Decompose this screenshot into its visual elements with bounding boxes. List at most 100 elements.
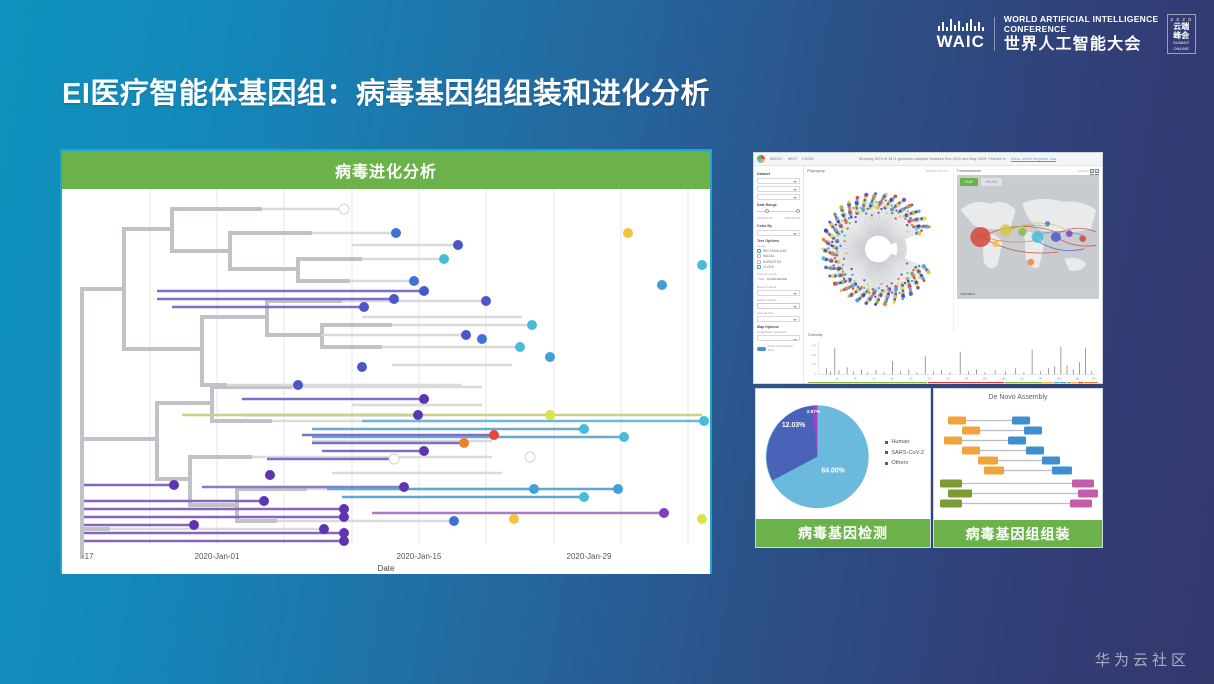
- waic-soundwave-icon: [937, 18, 984, 31]
- waic-logo: WAIC WORLD ARTIFICIAL INTELLIGENCE CONFE…: [937, 12, 1196, 56]
- pie-legend: Human SARS-CoV-2 Others: [885, 437, 924, 469]
- nextstrain-topbar-link[interactable]: china, united kingdom, usa: [1010, 157, 1057, 161]
- date-to-label: 2020-05-08: [784, 216, 800, 220]
- map-landmasses: [959, 198, 1096, 271]
- svg-text:6k: 6k: [873, 378, 876, 381]
- phylogeny-reset-layout[interactable]: RESET LAYOUT: [925, 169, 949, 173]
- assembly-read-segments: [940, 416, 1098, 508]
- x-tick-0: -17: [82, 552, 94, 561]
- footer-watermark: 华为云社区: [1094, 652, 1190, 669]
- second-tree-select[interactable]: [757, 315, 800, 322]
- waic-wordmark: WAIC: [936, 32, 985, 51]
- pause-button[interactable]: PAUSE: [980, 178, 1003, 186]
- de-novo-assembly-diagram: De Novo Assembly: [934, 389, 1102, 520]
- badge-cn-line1: 云端: [1173, 21, 1190, 31]
- tree-branches-backbone: [80, 207, 392, 559]
- transmissions-reset-zoom[interactable]: RESET ZOOM: [1078, 169, 1098, 173]
- badge-en-line1: SUMMIT: [1173, 41, 1190, 46]
- legend-item-others: Others: [885, 458, 924, 469]
- map-playback-controls: PLAY PAUSE: [959, 178, 1003, 186]
- play-button[interactable]: PLAY: [959, 178, 978, 186]
- x-axis-title: Date: [378, 564, 395, 573]
- pie-label-others: 3.97%: [806, 409, 821, 415]
- branch-length-time[interactable]: TIME: [757, 276, 765, 281]
- branch-length-label: Branch Length: [757, 271, 777, 276]
- nav-item-login[interactable]: LOGIN: [802, 157, 814, 161]
- svg-text:0.6: 0.6: [813, 344, 817, 348]
- virus-genome-assembly-panel: De Novo Assembly 病毒基因组组装: [933, 388, 1103, 548]
- layout-label-clock: CLOCK: [763, 264, 774, 269]
- sidebar-label-date-range: Date Range: [757, 202, 777, 207]
- transmissions-pane-title: Transmissions: [956, 169, 981, 173]
- transmission-nodes: [969, 221, 1086, 266]
- nextstrain-topbar-text: Showing 2874 of 3671 genomes sampled bet…: [858, 157, 1006, 161]
- radial-phylogeny-svg: [821, 192, 931, 307]
- sidebar-label-map-options: Map Options: [757, 324, 779, 329]
- legend-label-others: Others: [891, 460, 909, 467]
- legend-item-human: Human: [885, 437, 924, 448]
- badge-cn-line2: 峰会: [1173, 30, 1190, 40]
- svg-text:0.2: 0.2: [813, 362, 817, 366]
- dataset-select-ncov[interactable]: [757, 177, 800, 184]
- pie-slices: [765, 405, 869, 509]
- date-range-slider[interactable]: [757, 208, 800, 214]
- geo-resolution-label: Geographic resolution: [757, 330, 787, 335]
- svg-text:16k: 16k: [964, 378, 969, 381]
- waic-cn-name: 世界人工智能大会: [1003, 35, 1142, 53]
- svg-text:28k: 28k: [1075, 378, 1080, 381]
- nextstrain-sidebar: Dataset Date Range 2019-12-01 2020-05-08…: [754, 166, 804, 383]
- layout-option-clock[interactable]: CLOCK: [757, 264, 800, 269]
- nav-item-help[interactable]: HELP: [787, 157, 798, 161]
- unrooted-icon: [757, 259, 761, 264]
- tree-tips: [169, 203, 709, 546]
- virus-gene-detection-panel: 3.97% 12.03% 84.00% Human SARS-CoV-2 Oth…: [755, 388, 931, 548]
- search-strains-input[interactable]: [757, 302, 800, 309]
- legend-swatch-human: [885, 440, 889, 444]
- svg-text:18k: 18k: [983, 378, 988, 381]
- virus-evolution-panel: 病毒进化分析: [60, 149, 712, 574]
- transmission-lines-toggle[interactable]: [757, 346, 766, 351]
- svg-text:10k: 10k: [909, 378, 914, 381]
- diversity-bars: [826, 346, 1093, 375]
- phylogeny-pane-title: Phylogeny: [807, 169, 825, 173]
- assembly-connectors: [950, 419, 1082, 505]
- svg-text:8k: 8k: [891, 378, 894, 381]
- nextstrain-topbar: ABOUT HELP LOGIN Showing 2874 of 3671 ge…: [754, 153, 1102, 166]
- composition-pie-chart: 3.97% 12.03% 84.00% Human SARS-CoV-2 Oth…: [756, 389, 930, 519]
- waic-logomark: WAIC: [937, 18, 994, 50]
- svg-text:26k: 26k: [1057, 378, 1062, 381]
- legend-swatch-sars: [885, 451, 889, 455]
- pie-label-sars: 12.03%: [782, 422, 805, 429]
- dataset-search-input[interactable]: [757, 193, 800, 200]
- nav-item-about[interactable]: ABOUT: [770, 157, 783, 161]
- phylogeny-svg: -17 2020-Jan-01 2020-Jan-15 2020-Jan-29 …: [80, 189, 709, 573]
- geo-resolution-select[interactable]: [757, 335, 800, 342]
- sidebar-label-dataset: Dataset: [757, 172, 770, 176]
- diversity-chart-svg: 0 0.2 0.4 0.6 2k 4k 6k 8k 10k 12k 14k 16…: [813, 341, 1098, 381]
- assembly-svg: [940, 416, 1098, 508]
- animation-label: Animation: [960, 292, 975, 296]
- page-title: EI医疗智能体基因组：病毒基因组组装和进化分析: [62, 78, 710, 110]
- badge-en-line2: ONLINE: [1173, 46, 1189, 51]
- svg-text:30k: 30k: [1092, 378, 1097, 381]
- pie-label-human: 84.00%: [821, 468, 844, 475]
- layout-option-rectangular[interactable]: RECTANGULAR: [757, 249, 800, 254]
- world-map[interactable]: PLAY PAUSE Animation: [956, 175, 1099, 299]
- virus-gene-detection-caption: 病毒基因检测: [756, 518, 930, 547]
- legend-swatch-others: [885, 462, 889, 466]
- logo-divider: [993, 17, 995, 51]
- branch-length-divergence[interactable]: DIVERGENCE: [767, 276, 788, 281]
- genome-annotation-track-1: [808, 382, 1099, 383]
- virus-genome-assembly-caption: 病毒基因组组装: [934, 520, 1102, 547]
- color-by-select[interactable]: [757, 229, 800, 236]
- phylogeny-pane: Phylogeny RESET LAYOUT: [804, 166, 953, 331]
- svg-text:12k: 12k: [927, 378, 932, 381]
- diversity-pane: Diversity: [804, 331, 1102, 383]
- layout-label-rectangular: RECTANGULAR: [763, 249, 787, 254]
- diversity-title: Diversity: [808, 333, 823, 337]
- svg-text:20k: 20k: [1001, 378, 1006, 381]
- layout-option-radial[interactable]: RADIAL: [757, 254, 800, 259]
- dataset-select-global[interactable]: [757, 185, 800, 192]
- branch-labels-select[interactable]: [757, 289, 800, 296]
- layout-option-unrooted[interactable]: UNROOTED: [757, 259, 800, 264]
